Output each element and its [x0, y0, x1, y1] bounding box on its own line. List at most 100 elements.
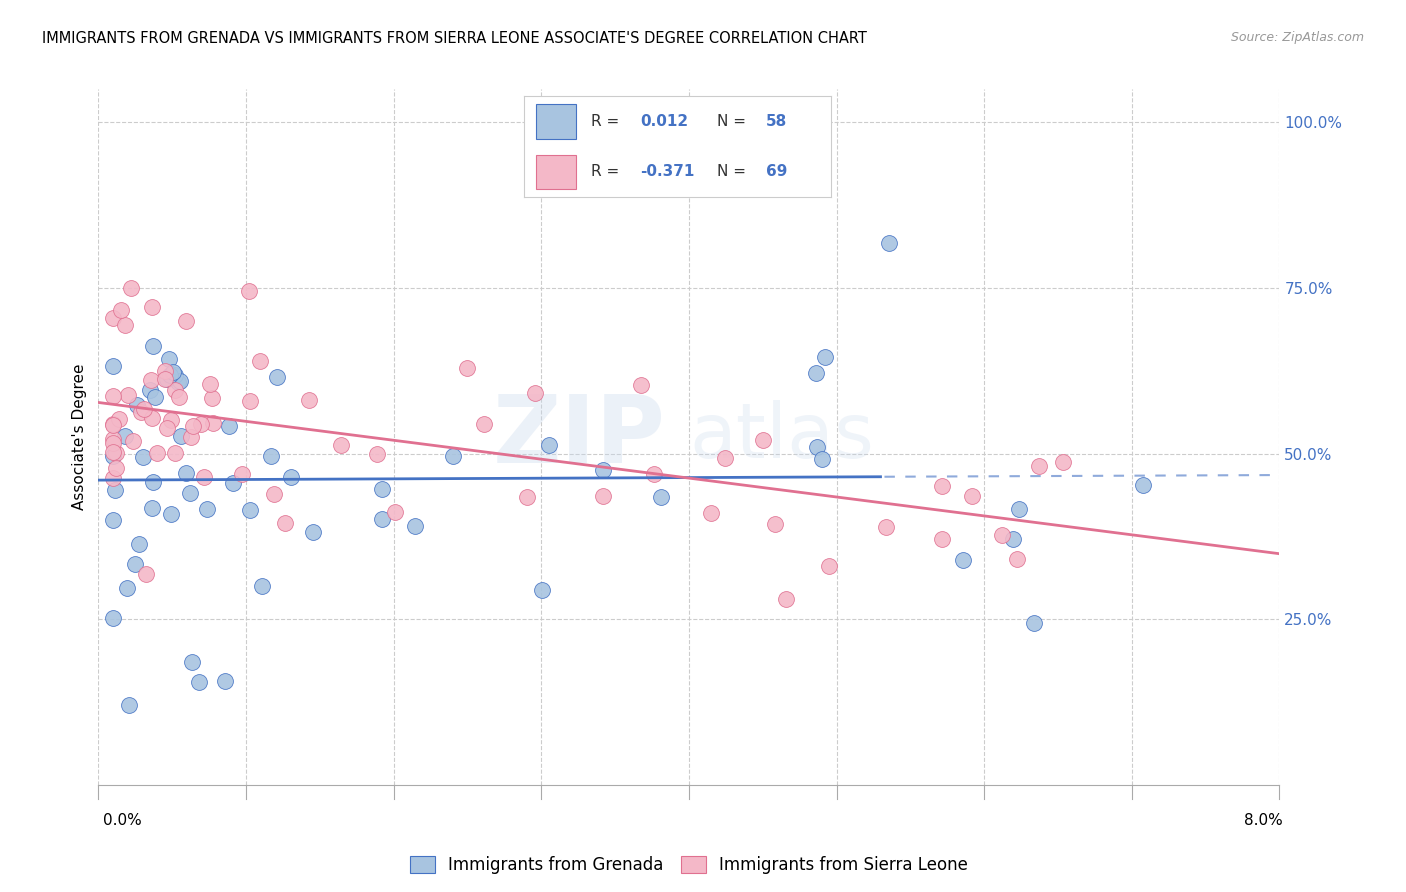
- Point: [132, 401, 155, 416]
- Point: [751, 433, 773, 447]
- Point: [643, 467, 665, 481]
- Point: [128, 537, 150, 551]
- Point: [181, 655, 204, 669]
- Point: [180, 430, 202, 444]
- Point: [122, 434, 145, 448]
- Point: [167, 390, 190, 404]
- Point: [524, 385, 547, 400]
- Point: [187, 675, 209, 690]
- Point: [160, 413, 183, 427]
- Point: [472, 417, 495, 431]
- Point: [143, 390, 166, 404]
- Point: [813, 350, 835, 364]
- Point: [141, 410, 163, 425]
- Point: [103, 611, 125, 625]
- Point: [817, 558, 839, 573]
- Point: [875, 520, 897, 534]
- Text: atlas: atlas: [689, 401, 873, 474]
- Y-axis label: Associate's Degree: Associate's Degree: [72, 364, 87, 510]
- Point: [110, 303, 132, 318]
- Point: [260, 449, 283, 463]
- Point: [775, 592, 797, 607]
- Point: [239, 502, 262, 516]
- Point: [302, 525, 325, 540]
- Point: [231, 467, 253, 482]
- Point: [118, 698, 141, 713]
- Point: [1132, 478, 1154, 492]
- Point: [274, 516, 297, 530]
- Point: [103, 444, 125, 458]
- Point: [169, 429, 191, 443]
- Point: [117, 388, 139, 402]
- Point: [169, 375, 191, 389]
- Point: [103, 513, 125, 527]
- Point: [103, 311, 125, 326]
- Point: [103, 359, 125, 374]
- Point: [156, 420, 179, 434]
- Point: [298, 392, 321, 407]
- Point: [330, 438, 353, 452]
- Point: [1028, 459, 1050, 474]
- Text: Source: ZipAtlas.com: Source: ZipAtlas.com: [1230, 31, 1364, 45]
- Point: [214, 674, 236, 689]
- Point: [114, 428, 136, 442]
- Point: [370, 482, 392, 496]
- Point: [174, 466, 197, 480]
- Point: [222, 476, 245, 491]
- Point: [201, 391, 224, 405]
- Point: [141, 300, 163, 314]
- Point: [962, 489, 984, 503]
- Point: [159, 352, 181, 367]
- Point: [114, 318, 136, 333]
- Point: [239, 394, 262, 409]
- Point: [1008, 501, 1031, 516]
- Point: [153, 364, 176, 378]
- Point: [129, 404, 152, 418]
- Point: [146, 446, 169, 460]
- Point: [155, 371, 177, 385]
- Point: [700, 506, 723, 520]
- Point: [103, 389, 125, 403]
- Point: [159, 368, 181, 382]
- Point: [124, 557, 146, 571]
- Point: [115, 581, 138, 595]
- Text: 8.0%: 8.0%: [1243, 814, 1282, 828]
- Point: [139, 383, 162, 397]
- Point: [162, 366, 184, 380]
- Point: [931, 533, 953, 547]
- Point: [135, 567, 157, 582]
- Point: [165, 383, 187, 397]
- Point: [190, 417, 212, 432]
- Point: [160, 508, 183, 522]
- Point: [193, 469, 215, 483]
- Point: [103, 417, 125, 431]
- Point: [931, 478, 953, 492]
- Point: [141, 500, 163, 515]
- Point: [218, 419, 240, 434]
- Point: [806, 440, 828, 454]
- Point: [179, 486, 201, 500]
- Point: [877, 235, 900, 250]
- Point: [125, 399, 148, 413]
- Point: [238, 284, 260, 298]
- Point: [165, 368, 187, 383]
- Point: [456, 360, 478, 375]
- Point: [139, 373, 162, 387]
- Point: [1052, 455, 1074, 469]
- Point: [1022, 615, 1045, 630]
- Point: [120, 281, 142, 295]
- Point: [952, 553, 974, 567]
- Point: [804, 366, 827, 380]
- Point: [441, 450, 464, 464]
- Point: [366, 447, 388, 461]
- Point: [650, 491, 672, 505]
- Point: [371, 512, 394, 526]
- Legend: Immigrants from Grenada, Immigrants from Sierra Leone: Immigrants from Grenada, Immigrants from…: [404, 849, 974, 881]
- Point: [252, 579, 274, 593]
- Point: [103, 449, 125, 463]
- Text: IMMIGRANTS FROM GRENADA VS IMMIGRANTS FROM SIERRA LEONE ASSOCIATE'S DEGREE CORRE: IMMIGRANTS FROM GRENADA VS IMMIGRANTS FR…: [42, 31, 868, 46]
- Point: [592, 489, 614, 503]
- Point: [280, 470, 302, 484]
- Point: [531, 582, 554, 597]
- Point: [103, 436, 125, 450]
